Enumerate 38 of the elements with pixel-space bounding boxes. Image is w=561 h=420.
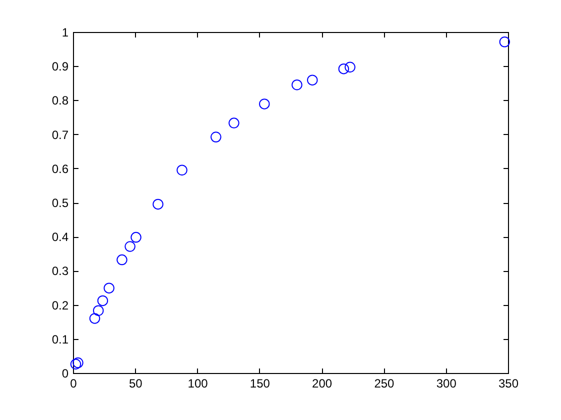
point — [176, 164, 188, 176]
y-tick-label: 0.7 — [52, 128, 69, 142]
y-tick-label: 0.8 — [52, 94, 69, 108]
point — [124, 241, 136, 252]
y-tick-label: 0.2 — [52, 298, 69, 312]
y-tick-label: 1 — [62, 26, 69, 40]
point — [259, 98, 270, 110]
point — [307, 74, 318, 86]
y-tick-label: 0.3 — [52, 264, 69, 278]
point — [152, 198, 164, 210]
y-tick-label: 0.9 — [52, 60, 69, 74]
x-tick-label: 250 — [374, 376, 395, 390]
point — [344, 62, 356, 72]
y-tick-label: 0.6 — [52, 162, 69, 176]
point — [72, 357, 84, 368]
point — [499, 36, 510, 48]
y-tick-label: 0.5 — [52, 196, 69, 210]
point — [92, 305, 104, 316]
point — [130, 232, 142, 243]
point — [228, 118, 240, 128]
point — [70, 358, 82, 370]
y-tick-label: 0.4 — [52, 230, 69, 244]
point — [97, 295, 108, 306]
point — [292, 79, 302, 90]
point — [89, 313, 100, 324]
x-tick-label: 200 — [312, 376, 332, 390]
x-tick-label: 300 — [436, 376, 457, 390]
y-tick-label: 0.1 — [52, 332, 69, 346]
point — [104, 282, 114, 294]
point — [116, 254, 128, 266]
point — [338, 63, 350, 74]
x-tick-label: 50 — [128, 376, 143, 390]
x-tick-label: 100 — [188, 376, 208, 390]
x-tick-label: 150 — [250, 376, 270, 390]
point — [210, 132, 222, 142]
x-tick-label: 0 — [70, 376, 78, 390]
x-tick-label: 350 — [498, 376, 519, 390]
y-tick-label: 0 — [62, 366, 69, 380]
